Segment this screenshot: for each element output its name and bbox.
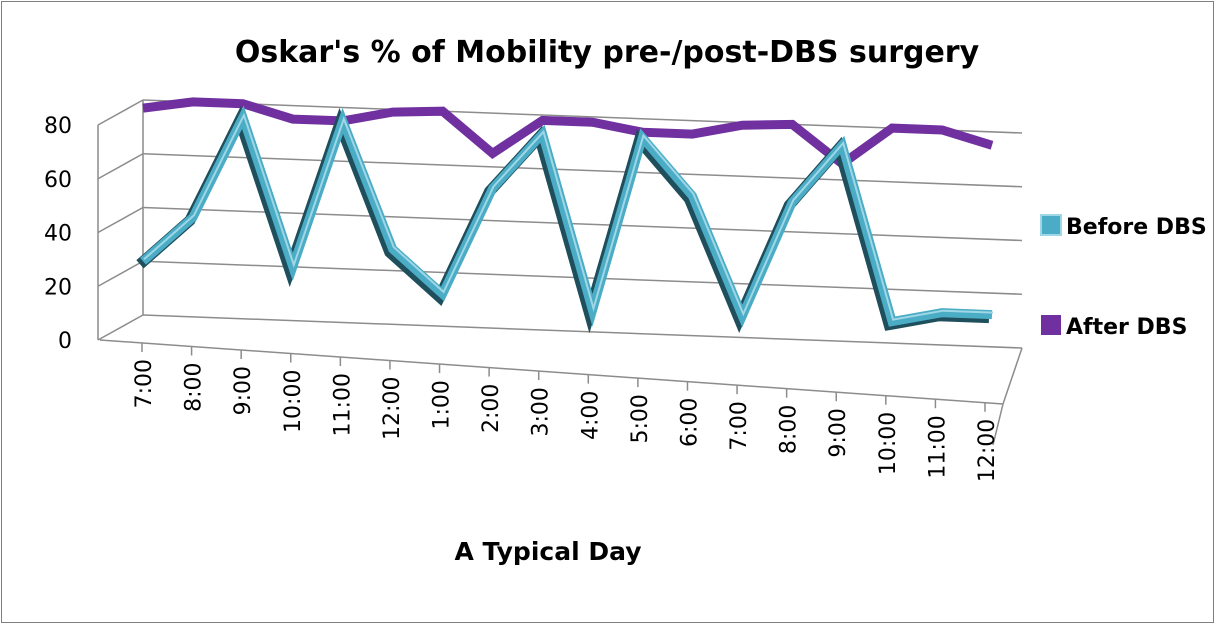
x-tick-label: 3:00 <box>529 387 554 436</box>
x-tick-label: 5:00 <box>628 394 653 443</box>
x-axis-title: A Typical Day <box>454 537 641 566</box>
x-tick-label: 1:00 <box>430 380 455 429</box>
y-tick-label: 60 <box>44 168 72 193</box>
y-tick-labels: 0 20 40 60 80 <box>44 114 72 354</box>
x-tick-label: 6:00 <box>677 398 702 447</box>
x-tick-label: 9:00 <box>826 408 851 457</box>
y-tick-label: 40 <box>44 222 72 247</box>
x-tick-label: 11:00 <box>925 415 950 478</box>
y-tick-label: 20 <box>44 275 72 300</box>
gridline-side-2 <box>97 206 144 234</box>
series-line <box>140 105 993 328</box>
chart-title: Oskar's % of Mobility pre-/post-DBS surg… <box>235 35 980 70</box>
x-tick-label: 7:00 <box>132 359 157 408</box>
floor-right-edge <box>1002 347 1023 405</box>
x-tick-label: 10:00 <box>281 370 306 433</box>
x-tick-label: 12:00 <box>975 419 1000 482</box>
x-tick-label: 2:00 <box>479 384 504 433</box>
y-tick-label: 80 <box>44 114 72 139</box>
legend-swatch-after-dbs <box>1041 315 1061 335</box>
legend-label: After DBS <box>1066 315 1187 340</box>
legend-swatch-before-dbs <box>1040 214 1062 236</box>
x-tick-labels: 7:00 8:00 9:00 10:00 11:00 12:00 1:00 2:00 3:00 4… <box>132 342 1000 482</box>
x-tick-label: 8:00 <box>182 362 207 411</box>
series-after-dbs: After DBS 7:00: 77After DBS 8:00: 80Afte… <box>142 97 994 170</box>
x-tick-label: 4:00 <box>578 391 603 440</box>
x-tick-label: 8:00 <box>777 405 802 454</box>
x-axis-line <box>99 339 1004 405</box>
x-tick-label: 7:00 <box>727 401 752 450</box>
series-line <box>142 97 994 170</box>
x-tick-label: 12:00 <box>380 377 405 440</box>
gridline-side-4 <box>97 99 144 126</box>
series-line-highlight <box>143 112 994 321</box>
y-tick-label: 0 <box>58 329 72 354</box>
gridline-2 <box>142 206 1023 242</box>
gridline-side-3 <box>97 153 144 180</box>
gridline-4 <box>142 99 1023 134</box>
x-tick-label: 10:00 <box>876 412 901 475</box>
legend-label: Before DBS <box>1066 215 1207 240</box>
legend: Before DBS After DBS <box>1040 214 1207 340</box>
gridline-side-1 <box>97 260 144 287</box>
gridline-0 <box>142 314 1023 349</box>
x-tick-label: 9:00 <box>231 366 256 415</box>
series-lines: After DBS 7:00: 77After DBS 8:00: 80Afte… <box>136 97 994 334</box>
gridline-3 <box>142 153 1023 188</box>
gridline-side-0 <box>97 314 144 341</box>
series-before-dbs: Before DBS 7:00: 20Before DBS 8:00: 37Be… <box>136 105 994 334</box>
axes <box>97 100 1023 446</box>
x-tick-label: 11:00 <box>330 373 355 436</box>
floor-front-edge <box>992 403 1004 446</box>
